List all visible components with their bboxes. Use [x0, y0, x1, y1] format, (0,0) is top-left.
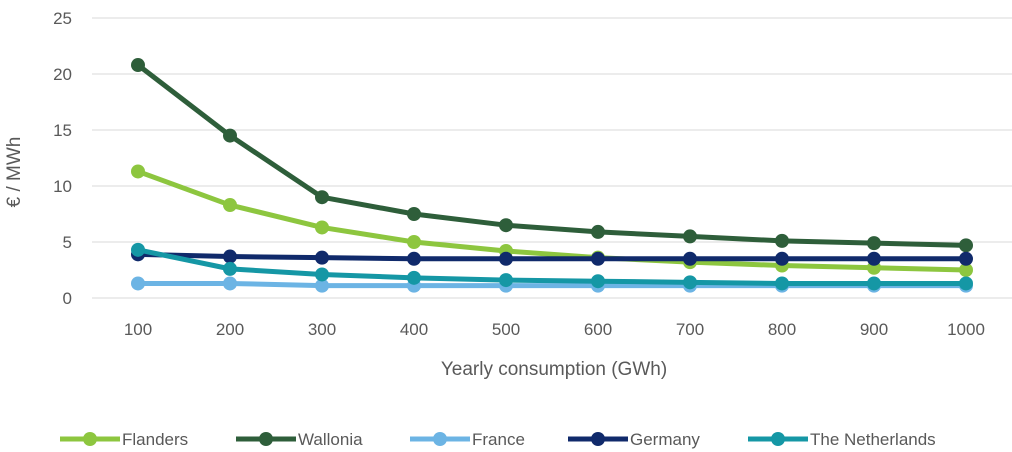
data-point [407, 251, 421, 266]
data-point [591, 224, 605, 239]
data-point [407, 207, 421, 221]
data-point [131, 58, 145, 73]
data-point [775, 276, 789, 291]
data-point [131, 242, 145, 257]
data-point [959, 276, 973, 291]
legend-marker [591, 432, 605, 446]
series-line [137, 247, 966, 286]
x-tick-label: 700 [676, 320, 704, 339]
data-point [315, 278, 329, 293]
data-point [683, 229, 697, 244]
data-point [407, 235, 421, 249]
data-point [499, 218, 513, 233]
data-point [499, 273, 513, 288]
data-point [959, 251, 973, 266]
data-point [223, 128, 237, 143]
data-point [407, 270, 421, 285]
y-tick-label: 0 [63, 289, 72, 308]
data-point [591, 251, 605, 266]
legend: Flanders Wallonia France Germany The Netherl… [60, 430, 936, 449]
series-wallonia [131, 58, 973, 253]
legend-item: Germany [568, 430, 700, 449]
legend-marker [771, 432, 785, 446]
x-tick-label: 300 [308, 320, 336, 339]
data-point [775, 251, 789, 266]
data-point [223, 276, 237, 291]
x-axis-ticks: 100 200 300 400 500 600 700 800 900 1000 [124, 320, 985, 339]
data-point [959, 238, 973, 253]
series-line [136, 63, 967, 248]
data-point [959, 263, 973, 277]
data-point [223, 261, 237, 276]
y-tick-label: 25 [53, 9, 72, 28]
legend-item: Wallonia [236, 430, 363, 449]
x-tick-label: 100 [124, 320, 152, 339]
x-axis-title: Yearly consumption (GWh) [441, 359, 667, 380]
data-point [223, 249, 237, 264]
legend-marker [83, 432, 97, 446]
legend-item: Flanders [60, 430, 188, 449]
data-point [683, 275, 697, 290]
legend-marker [433, 432, 447, 446]
x-tick-label: 1000 [947, 320, 985, 339]
data-point [315, 220, 329, 235]
x-tick-label: 900 [860, 320, 888, 339]
data-point [591, 274, 605, 289]
data-point [315, 250, 329, 265]
x-tick-label: 500 [492, 320, 520, 339]
legend-item: The Netherlands [748, 430, 936, 449]
y-tick-label: 5 [63, 233, 72, 252]
legend-label: Germany [630, 430, 700, 449]
legend-label: Wallonia [298, 430, 363, 449]
data-point [683, 251, 697, 266]
data-point [315, 267, 329, 282]
series-line [137, 251, 966, 262]
y-tick-label: 20 [53, 65, 72, 84]
y-tick-label: 10 [53, 177, 72, 196]
legend-item: France [410, 430, 525, 449]
data-point [867, 276, 881, 291]
x-tick-label: 400 [400, 320, 428, 339]
data-point [315, 190, 329, 205]
data-point [867, 236, 881, 251]
y-axis-ticks: 0 5 10 15 20 25 [53, 9, 72, 308]
data-point [775, 233, 789, 248]
data-point [131, 164, 145, 179]
x-tick-label: 200 [216, 320, 244, 339]
legend-marker [259, 432, 273, 446]
x-tick-label: 800 [768, 320, 796, 339]
y-tick-label: 15 [53, 121, 72, 140]
legend-label: France [472, 430, 525, 449]
series-line [137, 169, 967, 273]
legend-label: Flanders [122, 430, 188, 449]
data-point [131, 276, 145, 291]
x-tick-label: 600 [584, 320, 612, 339]
gridlines [92, 17, 1012, 299]
series-lines [131, 58, 973, 293]
series-the-netherlands [131, 242, 973, 291]
legend-label: The Netherlands [810, 430, 936, 449]
series-germany [131, 247, 973, 266]
data-point [223, 198, 237, 213]
data-point [499, 251, 513, 266]
data-point [867, 251, 881, 266]
y-axis-title: € / MWh [4, 137, 25, 208]
